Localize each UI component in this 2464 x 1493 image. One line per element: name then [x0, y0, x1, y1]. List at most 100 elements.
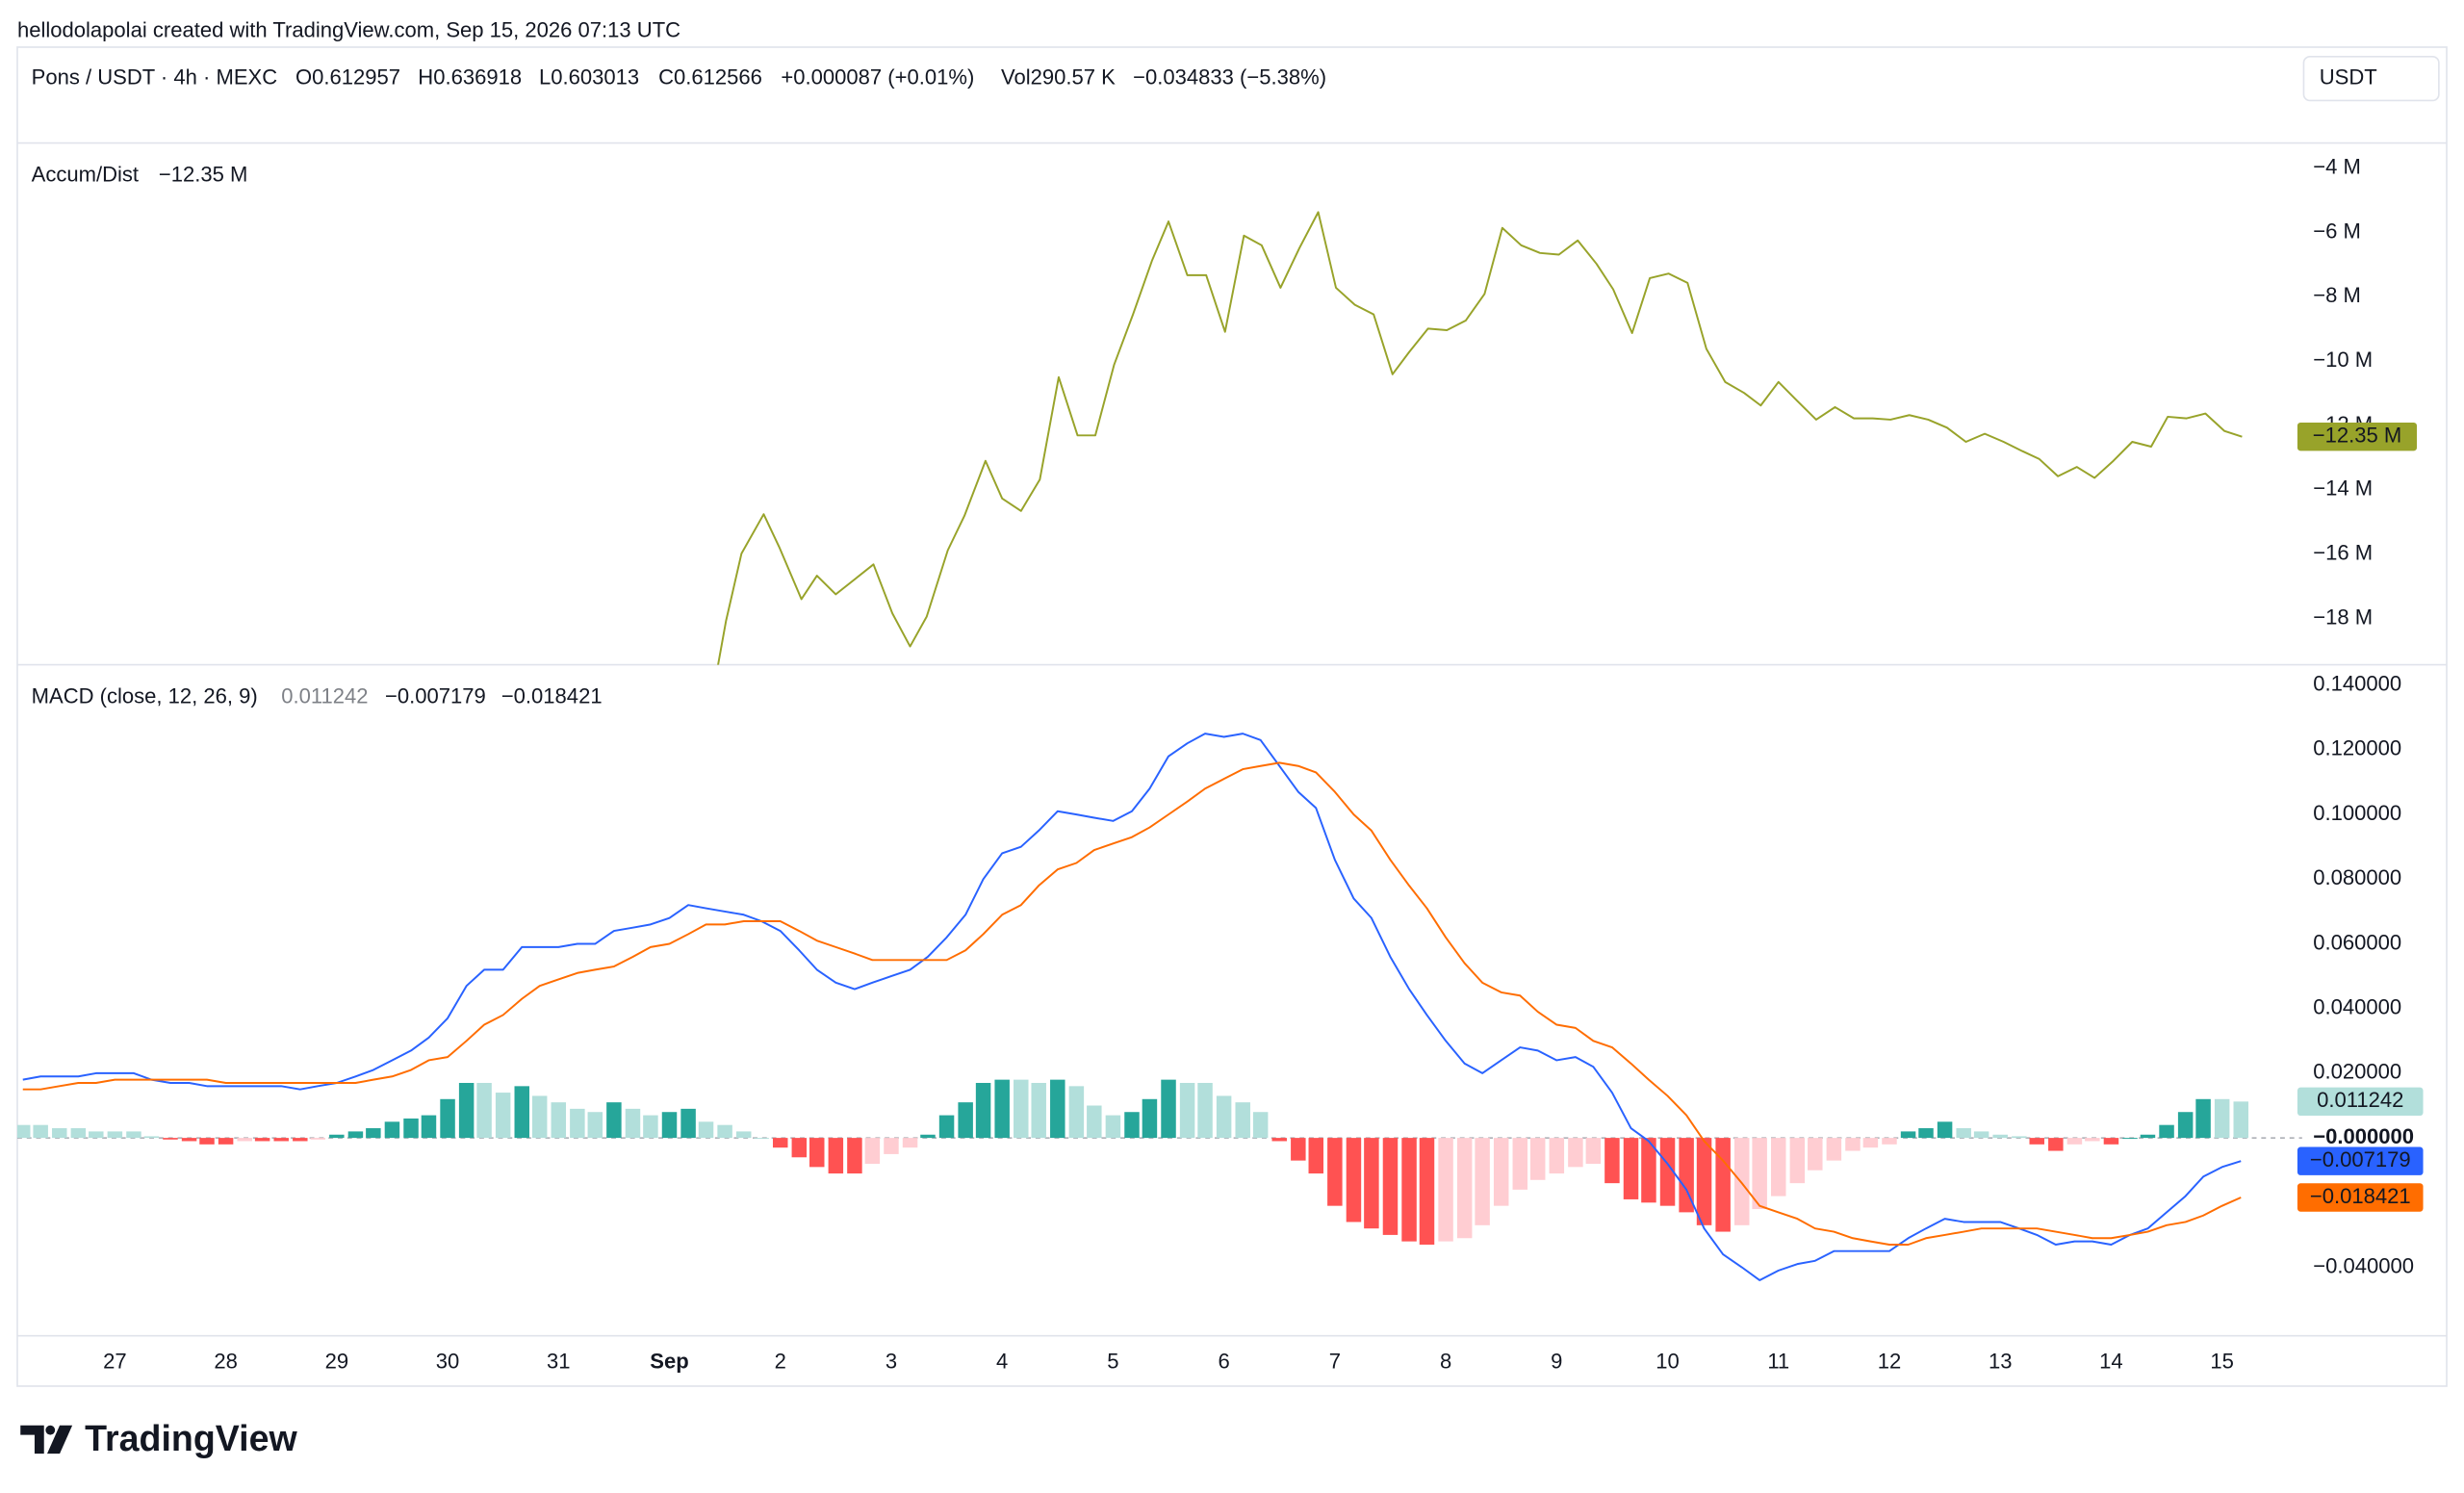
ohlc-open: O0.612957 — [295, 64, 400, 89]
histogram-bar — [920, 1134, 936, 1139]
histogram-bar — [1364, 1138, 1379, 1229]
histogram-bar — [1973, 1131, 1989, 1139]
price-badge: 0.011242 — [2297, 1087, 2424, 1117]
histogram-bar — [1142, 1098, 1158, 1139]
price-change: +0.000087 (+0.01%) — [781, 64, 974, 89]
badge-box — [2297, 1183, 2424, 1212]
y-tick-label: −10 M — [2313, 348, 2373, 372]
histogram-bar — [1529, 1138, 1546, 1180]
histogram-bar — [1235, 1102, 1250, 1139]
histogram-bar — [791, 1138, 808, 1158]
histogram-bar — [1291, 1138, 1306, 1161]
histogram-bar — [2029, 1138, 2044, 1145]
histogram-bar — [1568, 1138, 1583, 1168]
histogram-bar — [975, 1082, 991, 1139]
x-tick-label: 31 — [547, 1349, 571, 1373]
indicator-title: MACD (close, 12, 26, 9) — [32, 684, 258, 708]
histogram-bar — [1789, 1138, 1806, 1184]
indicator-value: −0.018421 — [501, 684, 603, 708]
y-tick-label: 0.040000 — [2313, 995, 2401, 1019]
y-tick-label: −18 M — [2313, 605, 2373, 629]
histogram-bar — [458, 1082, 475, 1139]
x-tick-label: 15 — [2210, 1349, 2234, 1373]
histogram-bar — [347, 1131, 364, 1139]
y-tick-label: −6 M — [2313, 219, 2361, 243]
histogram-bar — [1124, 1112, 1140, 1139]
histogram-bar — [1346, 1138, 1362, 1223]
histogram-bar — [52, 1128, 67, 1139]
x-tick-label: 10 — [1656, 1349, 1680, 1373]
histogram-bar — [1641, 1138, 1656, 1203]
badge-box — [2297, 1146, 2424, 1175]
histogram-bar — [643, 1115, 658, 1139]
histogram-bar — [1179, 1082, 1195, 1139]
histogram-bar — [2140, 1134, 2156, 1139]
x-tick-label: 12 — [1878, 1349, 1902, 1373]
histogram-bar — [16, 1124, 31, 1139]
histogram-bar — [329, 1134, 345, 1139]
histogram-bar — [143, 1136, 160, 1139]
ohlc-value: 0.612566 — [674, 64, 762, 89]
histogram-bar — [1992, 1134, 2008, 1139]
histogram-bar — [33, 1124, 48, 1139]
histogram-bar — [1715, 1138, 1731, 1232]
logo-text: TradingView — [85, 1418, 297, 1458]
badge-label: −12.35 M — [2313, 423, 2401, 447]
histogram-bar — [1585, 1138, 1602, 1164]
histogram-bar — [199, 1138, 215, 1145]
histogram-bar — [2177, 1112, 2194, 1139]
histogram-bar — [1087, 1105, 1102, 1139]
volume: Vol290.57 K — [1001, 64, 1116, 89]
histogram-bar — [310, 1138, 325, 1140]
histogram-bar — [1696, 1138, 1712, 1225]
histogram-bar — [735, 1131, 752, 1139]
histogram-bar — [1068, 1086, 1085, 1139]
logo-icon — [20, 1425, 73, 1454]
histogram-bar — [847, 1138, 862, 1174]
histogram-bar — [1826, 1138, 1842, 1161]
histogram-bar — [1419, 1138, 1435, 1245]
histogram-bar — [293, 1138, 308, 1142]
ohlc-value: 0.636918 — [433, 64, 522, 89]
histogram-bar — [1401, 1138, 1417, 1242]
y-tick-label: −16 M — [2313, 540, 2373, 564]
histogram-bar — [772, 1138, 788, 1148]
x-tick-label: 8 — [1440, 1349, 1451, 1373]
y-tick-label: −14 M — [2313, 476, 2373, 501]
histogram-bar — [606, 1102, 622, 1139]
histogram-bar — [1197, 1082, 1213, 1139]
histogram-bar — [884, 1138, 899, 1154]
histogram-bar — [1604, 1138, 1620, 1184]
y-tick-label: 0.100000 — [2313, 801, 2401, 825]
histogram-bar — [1845, 1138, 1861, 1151]
currency-button[interactable] — [2302, 55, 2440, 102]
histogram-bar — [2012, 1136, 2027, 1139]
histogram-bar — [2214, 1098, 2230, 1139]
histogram-bar — [587, 1112, 603, 1139]
histogram-bar — [1808, 1138, 1823, 1171]
x-tick-label: 28 — [214, 1349, 238, 1373]
histogram-bar — [1733, 1138, 1750, 1225]
histogram-bar — [126, 1131, 141, 1139]
currency-label[interactable]: USDT — [2320, 64, 2377, 89]
histogram-bar — [2085, 1138, 2100, 1142]
x-tick-label: 5 — [1107, 1349, 1118, 1373]
histogram-bar — [1623, 1138, 1639, 1199]
x-tick-label: 29 — [325, 1349, 349, 1373]
histogram-bar — [1216, 1095, 1232, 1139]
ohlc-label: L — [539, 64, 551, 89]
indicator-line — [717, 211, 2243, 665]
histogram-bar — [476, 1082, 492, 1139]
volume-label: Vol — [1001, 64, 1031, 89]
histogram-bar — [1679, 1138, 1694, 1213]
y-tick-label: 0.120000 — [2313, 736, 2401, 760]
x-tick-label: 2 — [775, 1349, 786, 1373]
x-tick-label: 4 — [996, 1349, 1008, 1373]
x-tick-label: 7 — [1329, 1349, 1341, 1373]
ohlc-value: 0.612957 — [312, 64, 400, 89]
volume-change: −0.034833 (−5.38%) — [1133, 64, 1326, 89]
price-badge: −0.018421 — [2297, 1183, 2424, 1212]
histogram-bar — [1882, 1138, 1897, 1145]
histogram-bar — [514, 1086, 529, 1139]
indicator-title: Accum/Dist — [32, 163, 139, 187]
